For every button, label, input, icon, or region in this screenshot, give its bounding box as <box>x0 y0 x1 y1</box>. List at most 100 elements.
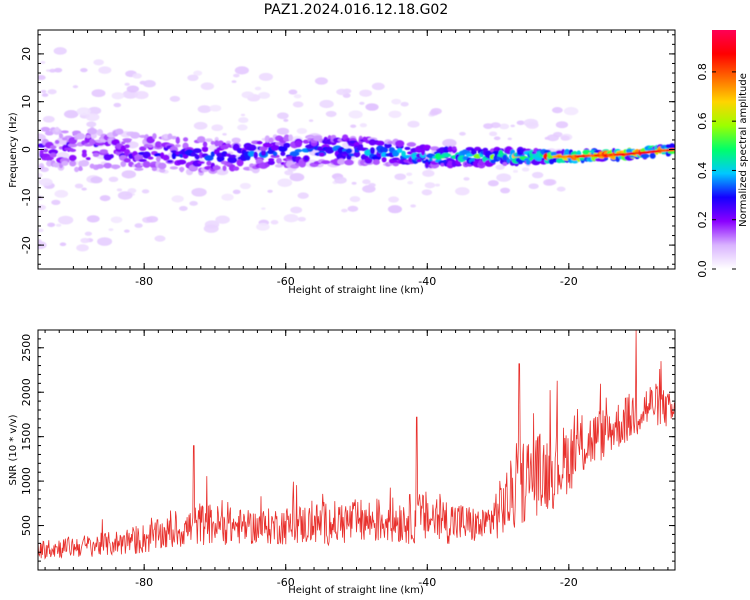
spectrogram-noise-cell <box>368 183 376 188</box>
spectrogram-cell <box>236 158 244 167</box>
snr-y-tick-label: 1000 <box>20 467 33 495</box>
spectrogram-cell <box>668 143 675 150</box>
spectrogram-noise-cell <box>134 223 143 228</box>
spectrogram-cell <box>210 151 215 157</box>
spectrogram-cell <box>115 128 124 135</box>
figure-title: PAZ1.2024.016.12.18.G02 <box>264 2 449 18</box>
spectrogram-noise-cell <box>98 66 112 74</box>
spectrogram-noise-cell <box>284 170 294 176</box>
spectrogram-cell <box>123 158 131 163</box>
spectrogram-noise-cell <box>80 68 88 73</box>
snr-panel: -80 -60 -40 -20 500 1000 1500 2000 2500 Height o… <box>8 329 676 596</box>
spectrogram-cell <box>130 131 140 139</box>
spectrogram-cell <box>81 152 87 158</box>
spectrogram-noise-cell <box>289 173 305 182</box>
spectrogram-cell <box>392 162 399 167</box>
spectrogram-cell <box>502 161 508 167</box>
spectrogram-cell <box>369 147 376 155</box>
spectrogram-noise-cell <box>510 124 515 128</box>
spectrogram-noise-cell <box>187 74 199 82</box>
spectrogram-cell <box>344 159 354 166</box>
spectrogram-cell <box>85 134 91 139</box>
spectrogram-noise-cell <box>348 110 363 119</box>
spectrogram-cell <box>268 137 274 143</box>
spectrogram-cell <box>248 144 256 148</box>
spectrogram-noise-cell <box>222 133 227 136</box>
spectrogram-noise-cell <box>442 138 457 148</box>
spectrogram-noise-cell <box>359 101 365 105</box>
spectrogram-cell <box>197 161 205 165</box>
spectrogram-noise-cell <box>319 99 334 109</box>
spectrogram-noise-cell <box>308 119 314 122</box>
spectrogram-cell <box>288 134 294 142</box>
spectrogram-noise-cell <box>231 80 237 83</box>
spectrogram-cell <box>384 142 392 149</box>
spectrogram-cell <box>196 136 206 143</box>
spectrogram-cell <box>74 166 80 173</box>
spectrogram-cell <box>502 154 508 161</box>
spectrogram-noise-cell <box>258 72 273 81</box>
spectrogram-cell <box>640 153 650 159</box>
spectrogram-noise-cell <box>211 124 224 132</box>
spectrogram-cell <box>454 163 462 167</box>
spectrogram-cell <box>212 165 221 171</box>
spectrogram-noise-cell <box>215 215 230 224</box>
spectrogram-noise-cell <box>459 131 466 136</box>
spectrogram-cell <box>256 140 263 145</box>
spectrogram-cell <box>406 142 417 147</box>
spectrogram-noise-cell <box>388 196 400 203</box>
spectrogram-noise-cell <box>523 118 539 127</box>
spectrogram-cell <box>447 160 454 167</box>
spectrogram-cell <box>75 133 86 140</box>
spectrogram-noise-cell <box>146 215 159 223</box>
spectrogram-cell <box>210 140 215 145</box>
spectrogram-cell <box>416 158 422 163</box>
spectrogram-noise-cell <box>359 89 373 97</box>
spectrogram-noise-cell <box>334 176 347 184</box>
spectrogram-noise-cell <box>124 82 130 86</box>
spectrogram-noise-cell <box>400 101 409 107</box>
spectrogram-cell <box>44 156 54 160</box>
spectrogram-cell <box>268 158 275 162</box>
spectrogram-cell <box>276 157 282 164</box>
spectrogram-cell <box>134 167 144 171</box>
spectrogram-cell <box>392 157 400 161</box>
spectrogram-cell <box>375 140 385 146</box>
spectrogram-noise-cell <box>314 77 328 85</box>
spectrogram-noise-cell <box>47 222 56 228</box>
spectrogram-noise-cell <box>500 187 511 194</box>
spectrogram-cell <box>446 157 455 163</box>
spectrogram-noise-cell <box>171 195 184 203</box>
spectrogram-cell <box>99 149 109 154</box>
spectrogram-noise-cell <box>193 70 203 76</box>
spectrogram-cell <box>294 140 303 148</box>
spectrogram-cell <box>166 159 174 164</box>
spectrogram-noise-cell <box>46 69 51 72</box>
spectrogram-noise-cell <box>90 176 103 184</box>
spectrogram-cell <box>274 163 284 168</box>
spectrogram-noise-cell <box>116 188 123 192</box>
spectrogram-panel: -80 -60 -40 -20 -20 -10 0 10 20 Height of straig… <box>8 29 676 296</box>
spectrogram-cell <box>169 166 179 170</box>
spectrogram-cell <box>81 149 87 154</box>
spectrogram-noise-cell <box>91 89 106 98</box>
spectrogram-cell <box>262 142 272 148</box>
spectrogram-cell <box>78 166 83 172</box>
spectrogram-x-axis-label: Height of straight line (km) <box>288 285 424 296</box>
spectrogram-cell <box>155 156 161 162</box>
spectrogram-cell <box>174 144 181 148</box>
spectrogram-noise-cell <box>292 101 304 108</box>
spectrogram-cell <box>506 158 511 164</box>
spectrogram-noise-cell <box>495 164 505 170</box>
spectrogram-noise-cell <box>108 176 119 183</box>
spectrogram-cell <box>280 151 286 157</box>
spectrogram-y-tick-label: 10 <box>20 95 33 109</box>
spectrogram-noise-cell <box>72 85 79 89</box>
spectrogram-cell <box>179 166 184 173</box>
spectrogram-cell <box>103 162 112 169</box>
spectrogram-noise-cell <box>93 59 104 66</box>
spectrogram-noise-cell <box>49 68 56 73</box>
snr-x-tick-label: -80 <box>135 576 153 589</box>
snr-y-tick-label: 2500 <box>20 334 33 362</box>
spectrogram-noise-cell <box>221 193 234 201</box>
